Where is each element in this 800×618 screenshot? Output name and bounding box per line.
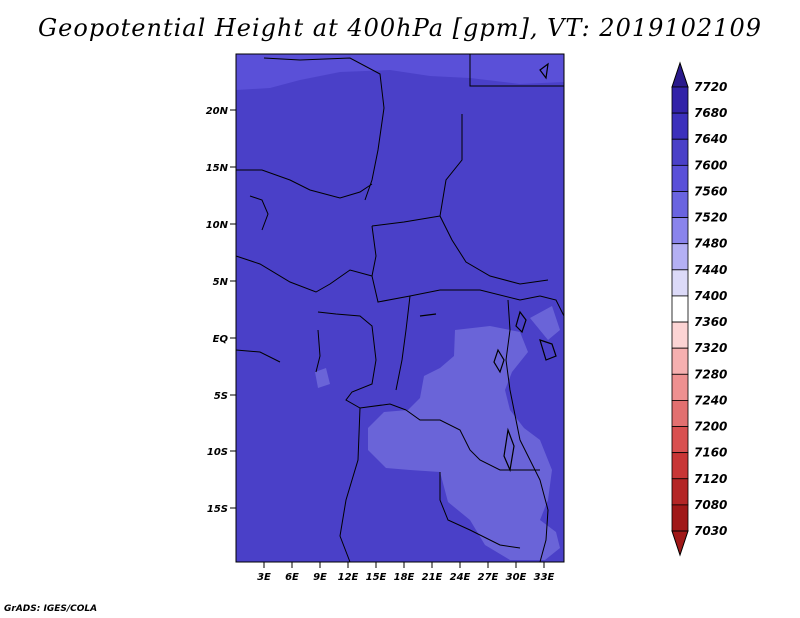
lon-label: 33E [534, 572, 555, 583]
lat-label: 5S [214, 391, 228, 402]
west-lighter-patch [315, 368, 330, 388]
colorbar-level-label: 7600 [694, 158, 727, 172]
lon-label: 30E [506, 572, 527, 583]
lon-label: 12E [338, 572, 359, 583]
colorbar-level-label: 7320 [694, 341, 727, 355]
colorbar-segment [671, 426, 689, 454]
colorbar-segment [671, 138, 689, 166]
colorbar-level-label: 7030 [694, 524, 727, 538]
north-high-band [236, 54, 564, 90]
map-panel [235, 53, 565, 563]
colorbar-segment [671, 504, 689, 532]
colorbar-segment [671, 191, 689, 218]
colorbar-level-label: 7520 [694, 211, 727, 225]
grads-credit: GrADS: IGES/COLA [4, 604, 98, 614]
lon-label: 6E [285, 572, 299, 583]
lake-outlines [419, 62, 557, 473]
lon-label: 21E [422, 572, 443, 583]
colorbar-level-label: 7080 [694, 498, 727, 512]
colorbar-level-label: 7280 [694, 367, 727, 381]
colorbar-segment [671, 269, 689, 297]
map-title: Geopotential Height at 400hPa [gpm], VT:… [38, 14, 762, 42]
colorbar-level-label: 7720 [694, 80, 727, 94]
colorbar-segment [671, 217, 689, 245]
colorbar-segment [671, 400, 689, 427]
lat-label: EQ [213, 334, 229, 345]
colorbar-segment [671, 321, 689, 349]
longitude-axis: 3E 6E 9E 12E 15E 18E 21E 24E 27E 30E 33E [257, 562, 555, 583]
colorbar-level-label: 7200 [694, 420, 727, 434]
colorbar-level-label: 7400 [694, 289, 727, 303]
colorbar-segment [671, 347, 689, 375]
lon-label: 27E [478, 572, 499, 583]
colorbar-segment [671, 295, 689, 323]
lat-label: 10S [207, 447, 228, 458]
colorbar-level-label: 7160 [694, 446, 727, 460]
colorbar-level-label: 7560 [694, 184, 727, 198]
colorbar-level-label: 7640 [694, 132, 727, 146]
colorbar-segment [671, 452, 689, 480]
colorbar-segment [671, 373, 689, 401]
colorbar-level-label: 7440 [694, 263, 727, 277]
colorbar-top-arrow [671, 61, 689, 88]
country-borders [235, 54, 565, 563]
lat-label: 20N [206, 106, 229, 117]
lake-region-lighter-patch [530, 306, 560, 340]
lon-label: 3E [257, 572, 271, 583]
lat-label: 10N [206, 220, 229, 231]
map-frame [235, 53, 565, 563]
lat-label: 15N [206, 163, 229, 174]
lon-label: 18E [394, 572, 415, 583]
colorbar-segment [671, 478, 689, 506]
lat-label: 5N [213, 277, 229, 288]
colorbar-level-label: 7120 [694, 472, 727, 486]
colorbar-level-label: 7480 [694, 237, 727, 251]
lon-label: 24E [450, 572, 471, 583]
colorbar-level-label: 7360 [694, 315, 727, 329]
south-central-lighter-region [368, 326, 560, 560]
colorbar-bottom-arrow [671, 530, 689, 557]
latitude-axis: 20N 15N 10N 5N EQ 5S 10S 15S [206, 106, 236, 515]
colorbar-level-label: 7680 [694, 106, 727, 120]
colorbar-segment [671, 86, 689, 114]
colorbar-segment [671, 243, 689, 271]
colorbar-segment [671, 164, 689, 192]
colorbar-level-label: 7240 [694, 393, 727, 407]
colorbar-segment [671, 112, 689, 140]
lon-label: 15E [366, 572, 387, 583]
colorbar: 7720 7680 7640 7600 7560 7520 7480 7440 7400 7360… [671, 61, 727, 557]
lon-label: 9E [313, 572, 327, 583]
lat-label: 15S [207, 504, 228, 515]
